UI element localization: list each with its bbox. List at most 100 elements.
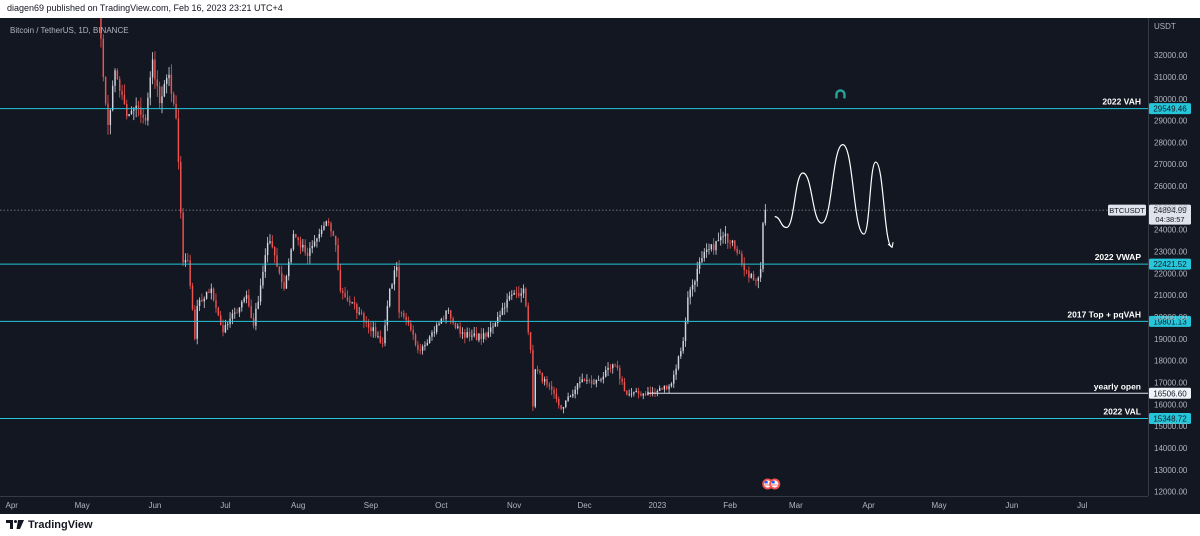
candle <box>520 287 522 303</box>
candle <box>325 220 328 227</box>
tradingview-logo[interactable]: TradingView <box>6 519 93 531</box>
candle <box>504 302 506 315</box>
candle <box>135 97 137 118</box>
candle <box>684 317 687 347</box>
price-tick-label: 24000.00 <box>1154 226 1188 235</box>
level-price-text: 29549.46 <box>1153 105 1187 114</box>
candle <box>283 274 285 291</box>
candle-body <box>724 233 727 237</box>
level-price-badge <box>1149 103 1191 115</box>
candle-body <box>111 85 114 111</box>
candle <box>431 330 433 341</box>
candle-body <box>466 332 468 338</box>
candle <box>640 391 642 397</box>
candle <box>180 155 182 219</box>
price-tick-label: 21000.00 <box>1154 291 1188 300</box>
candle-body <box>210 288 213 293</box>
candle-body <box>677 356 680 369</box>
candle-body <box>187 260 189 261</box>
candle-body <box>534 369 536 407</box>
candle-body <box>504 307 506 309</box>
candle <box>579 376 581 388</box>
candle <box>330 221 332 237</box>
candle <box>745 269 748 275</box>
candle <box>633 391 635 397</box>
candle-body <box>144 117 147 121</box>
candle-body <box>543 379 546 382</box>
candle-body <box>461 332 464 334</box>
candle-body <box>522 288 525 294</box>
candle-body <box>370 327 372 332</box>
candle-body <box>391 284 393 289</box>
candle <box>219 311 222 326</box>
price-tick-label: 20000.00 <box>1154 313 1188 322</box>
candle-body <box>109 110 112 125</box>
candle <box>313 235 316 248</box>
candle-body <box>661 388 663 390</box>
candle <box>337 237 339 271</box>
candle-body <box>400 312 403 314</box>
candle <box>454 322 457 330</box>
price-tick-label: 19000.00 <box>1154 335 1188 344</box>
candle <box>231 309 234 325</box>
candle-body <box>189 260 191 286</box>
candle-body <box>701 258 703 262</box>
candle <box>508 291 511 302</box>
candle-body <box>226 324 229 326</box>
candle-body <box>604 369 607 377</box>
candle <box>612 363 614 374</box>
candle <box>717 232 720 242</box>
candle <box>323 221 325 231</box>
candle-body <box>670 383 673 387</box>
candles <box>100 18 767 414</box>
candle <box>435 322 438 335</box>
candle <box>295 233 297 238</box>
candle <box>212 287 215 302</box>
candle-body <box>752 273 755 281</box>
candle-body <box>602 376 605 380</box>
candle-body <box>147 97 149 121</box>
candle-body <box>231 313 234 319</box>
candle <box>649 386 652 397</box>
price-tick-label: 31000.00 <box>1154 73 1188 82</box>
candle-body <box>666 385 668 390</box>
price-tick-label: 32000.00 <box>1154 51 1188 60</box>
candle <box>651 386 654 397</box>
chart-area[interactable]: 2022 VAH 29549.46 2022 VWAP 22421.52 2017 To… <box>0 18 1200 514</box>
candle <box>698 257 701 274</box>
candle-body <box>215 300 217 308</box>
candle-body <box>583 379 586 382</box>
candle <box>194 305 196 341</box>
candle <box>255 303 257 331</box>
candle <box>748 266 750 283</box>
candle <box>144 114 147 125</box>
candle-body <box>393 270 396 285</box>
candle <box>398 260 400 319</box>
candle-body <box>581 379 583 383</box>
candle-body <box>555 393 558 400</box>
candle <box>755 278 757 286</box>
candle <box>184 253 187 267</box>
candle <box>499 310 501 322</box>
candle-body <box>703 251 706 259</box>
event-badge-canton <box>771 481 775 484</box>
candle-body <box>332 231 335 236</box>
candle <box>217 306 220 317</box>
candle <box>428 335 431 344</box>
candle-body <box>180 161 182 213</box>
candle-body <box>299 240 302 248</box>
candle <box>496 311 499 327</box>
candle-body <box>431 332 433 337</box>
candle <box>269 234 271 245</box>
price-chart[interactable]: 2022 VAH 29549.46 2022 VWAP 22421.52 2017 To… <box>0 18 1200 514</box>
candle-body <box>196 306 198 339</box>
candle-body <box>471 335 473 337</box>
candle <box>210 283 213 300</box>
candle-body <box>316 238 318 242</box>
time-tick-label: 2023 <box>648 501 666 510</box>
candle-body <box>442 318 445 320</box>
candle <box>151 52 154 85</box>
candle-body <box>410 323 412 331</box>
candle <box>356 302 358 320</box>
candle <box>574 386 576 399</box>
